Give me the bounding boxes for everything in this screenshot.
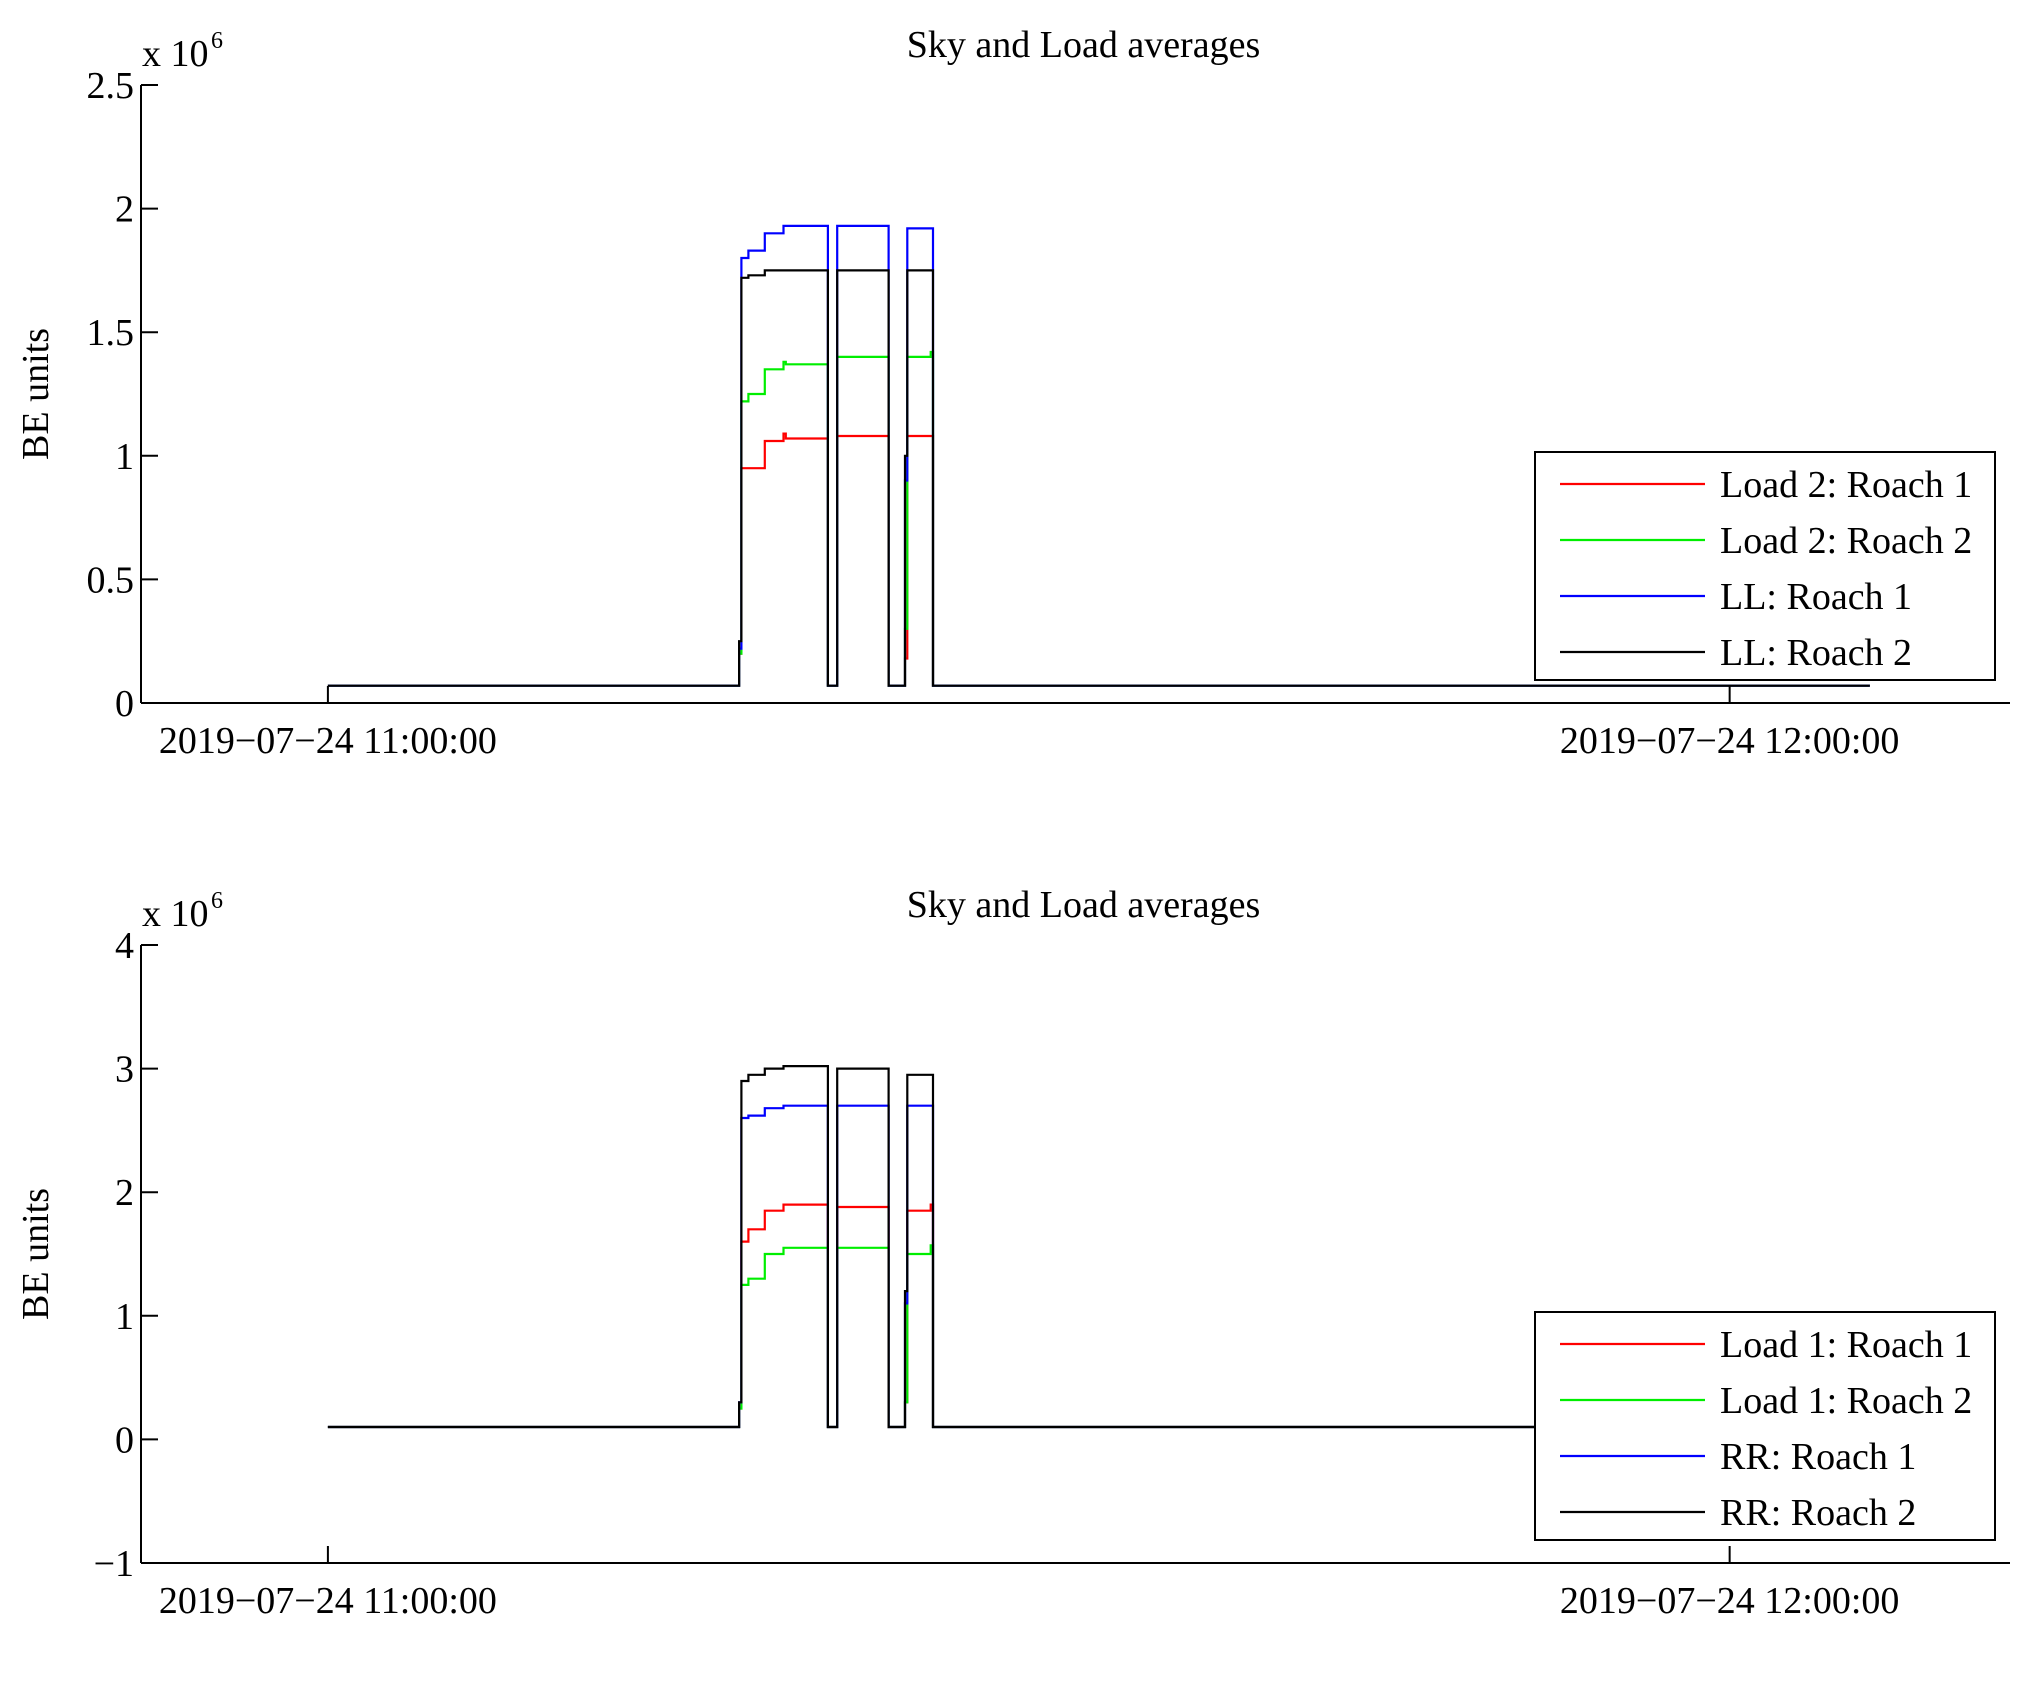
y-tick-label: 2 — [115, 189, 134, 231]
y-multiplier-exponent: 6 — [211, 888, 223, 914]
legend: Load 1: Roach 1 Load 1: Roach 2 RR: Roach … — [1534, 1311, 1996, 1541]
legend: Load 2: Roach 1 Load 2: Roach 2 LL: Roach … — [1534, 451, 1996, 681]
y-tick-label: 0 — [115, 1419, 134, 1461]
y-tick-label: 1 — [115, 1296, 134, 1338]
y-tick-label: 4 — [115, 925, 134, 967]
chart-title: Sky and Load averages — [907, 884, 1261, 926]
series-line-4 — [327, 269, 1870, 687]
y-tick-label: 1.5 — [87, 312, 135, 354]
legend-label: Load 2: Roach 1 — [1720, 464, 1972, 506]
x-tick-label: 2019−07−24 11:00:00 — [159, 1580, 497, 1622]
chart-panel-2: Sky and Load averages x 10 6 BE units −1 0 1 2 3… — [15, 884, 2010, 1622]
chart-title: Sky and Load averages — [907, 24, 1261, 66]
legend-label: RR: Roach 1 — [1720, 1436, 1916, 1478]
y-tick-label: 1 — [115, 436, 134, 478]
legend-label: RR: Roach 2 — [1720, 1492, 1916, 1534]
x-tick-label: 2019−07−24 12:00:00 — [1560, 1580, 1899, 1622]
chart-panel-1: Sky and Load averages x 10 6 BE units 0 0.5 1 1… — [15, 24, 2010, 762]
y-tick-label: 2 — [115, 1172, 134, 1214]
series-line-4 — [327, 1064, 1870, 1429]
y-tick-label: 0 — [115, 683, 134, 725]
legend-label: LL: Roach 2 — [1720, 632, 1912, 674]
legend-label: Load 1: Roach 2 — [1720, 1380, 1972, 1422]
y-multiplier: x 10 — [142, 893, 209, 935]
legend-label: LL: Roach 1 — [1720, 576, 1912, 618]
legend-box — [1534, 451, 1996, 681]
y-tick-label: −1 — [94, 1543, 134, 1585]
y-tick-label: 2.5 — [87, 65, 135, 107]
y-tick-label: 0.5 — [87, 559, 135, 601]
y-axis-label: BE units — [15, 328, 57, 460]
y-multiplier: x 10 — [142, 33, 209, 75]
y-multiplier-exponent: 6 — [211, 28, 223, 54]
legend-label: Load 1: Roach 1 — [1720, 1324, 1972, 1366]
y-axis-label: BE units — [15, 1188, 57, 1320]
legend-label: Load 2: Roach 2 — [1720, 520, 1972, 562]
x-tick-label: 2019−07−24 12:00:00 — [1560, 720, 1899, 762]
y-tick-label: 3 — [115, 1049, 134, 1091]
x-tick-label: 2019−07−24 11:00:00 — [159, 720, 497, 762]
legend-box — [1534, 1311, 1996, 1541]
